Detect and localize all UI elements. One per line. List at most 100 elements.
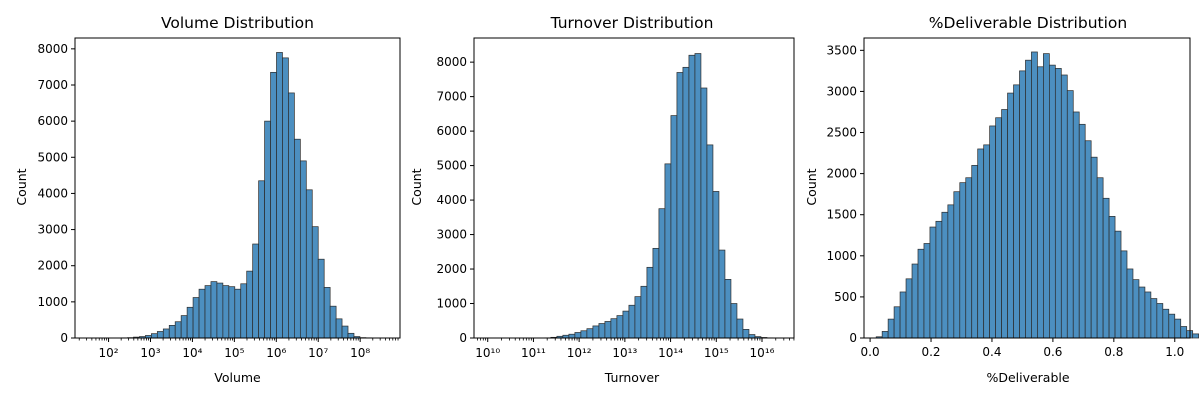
histogram-bars (544, 53, 774, 339)
x-tick-label: 0.4 (982, 345, 1001, 359)
histogram-bar (1019, 70, 1026, 339)
chart-title: Volume Distribution (161, 14, 314, 32)
histogram-bar (329, 305, 337, 339)
histogram-bar (971, 165, 979, 339)
histogram-bar (1114, 230, 1122, 339)
y-tick-label: 6000 (37, 114, 68, 128)
histogram-bar (1180, 326, 1188, 339)
histogram-bar (1072, 111, 1080, 339)
histogram-bar (1060, 74, 1068, 339)
histogram-bar (724, 279, 732, 339)
histogram-bar (204, 285, 212, 339)
turnover-histogram-panel: Turnover Distribution Turnover Count 0 10… (409, 14, 795, 385)
histogram-bar (1174, 318, 1182, 339)
histogram-bar (168, 325, 176, 339)
histogram-bar (222, 285, 230, 339)
y-tick-label: 3000 (826, 84, 857, 98)
histogram-bar (311, 226, 319, 339)
histogram-bars (875, 51, 1200, 339)
y-tick-label: 1000 (37, 295, 68, 309)
histogram-bar (700, 87, 708, 339)
histogram-bar (198, 288, 206, 339)
x-tick-label: 10³ (140, 346, 160, 360)
plot-frame (473, 37, 795, 339)
histogram-bar (917, 248, 925, 339)
x-tick-label: 10¹² (567, 346, 592, 360)
histogram-bar (887, 318, 895, 339)
y-tick-label: 1500 (826, 208, 857, 222)
chart-title: Turnover Distribution (550, 14, 714, 32)
y-tick-label: 3000 (37, 223, 68, 237)
histogram-bar (1043, 53, 1050, 339)
x-tick-label: 10¹³ (612, 346, 637, 360)
histogram-bar (299, 160, 307, 339)
histogram-bar (1013, 84, 1020, 339)
histogram-bar (977, 148, 985, 339)
histogram-bar (270, 71, 277, 339)
x-tick-label: 10⁶ (266, 346, 286, 360)
histogram-bar (1156, 303, 1164, 339)
histogram-bar (1150, 298, 1158, 339)
histogram-bar (1066, 90, 1074, 339)
histogram-bar (341, 325, 349, 339)
histogram-bar (323, 287, 331, 339)
histogram-bar (586, 328, 594, 339)
histogram-bar (282, 57, 289, 339)
histogram-bar (682, 66, 690, 339)
histogram-bar (252, 243, 259, 339)
y-axis-label: Count (804, 168, 819, 205)
histogram-bar (240, 283, 248, 339)
histogram-bar (1126, 268, 1134, 339)
histogram-bar (1096, 177, 1104, 339)
y-tick-label: 2000 (37, 259, 68, 273)
y-tick-label: 6000 (436, 124, 467, 138)
histogram-bar (610, 318, 618, 339)
y-tick-label: 7000 (37, 78, 68, 92)
y-tick-label: 2000 (826, 167, 857, 181)
y-tick-label: 0 (459, 331, 467, 345)
histogram-bar (1102, 197, 1110, 339)
y-tick-label: 5000 (37, 150, 68, 164)
histogram-bar (580, 330, 588, 339)
histogram-bar (1049, 64, 1056, 339)
x-tick-label: 10¹⁴ (658, 346, 683, 360)
plot-frame (74, 37, 401, 339)
x-tick-label: 10⁴ (182, 346, 202, 360)
deliverable-histogram-panel: %Deliverable Distribution %Deliverable C… (804, 14, 1200, 385)
histogram-bar (718, 249, 726, 339)
histogram-bar (317, 258, 325, 339)
y-tick-label: 2500 (826, 126, 857, 140)
x-tick-label: 10² (99, 346, 119, 360)
y-tick-label: 5000 (436, 159, 467, 173)
histogram-bar (748, 334, 756, 339)
histogram-bar (162, 328, 170, 339)
x-tick-label: 10⁸ (350, 346, 370, 360)
x-tick-label: 10⁷ (308, 346, 328, 360)
y-tick-label: 3000 (436, 228, 467, 242)
x-axis-label: Turnover (604, 370, 660, 385)
histogram-bar (881, 331, 889, 339)
y-tick-label: 3500 (826, 43, 857, 57)
chart-title: %Deliverable Distribution (929, 14, 1127, 32)
histogram-bar (616, 315, 624, 339)
histogram-bar (688, 54, 696, 339)
histogram-bar (664, 163, 672, 339)
histogram-bar (1144, 291, 1152, 339)
histogram-bar (1132, 279, 1140, 339)
histogram-bar (174, 321, 182, 339)
histogram-bar (959, 182, 967, 339)
histogram-bar (192, 297, 200, 339)
histogram-bar (1108, 216, 1116, 339)
histogram-bar (911, 263, 919, 339)
histogram-bar (730, 303, 738, 339)
histogram-bar (694, 53, 702, 339)
histogram-bar (592, 325, 600, 339)
y-axis-label: Count (409, 168, 424, 205)
histogram-bar (947, 204, 955, 339)
histogram-bar (628, 304, 636, 339)
histogram-bar (151, 333, 158, 339)
histogram-bar (216, 282, 224, 339)
histogram-bar (1037, 66, 1044, 339)
x-tick-label: 0.8 (1104, 345, 1123, 359)
